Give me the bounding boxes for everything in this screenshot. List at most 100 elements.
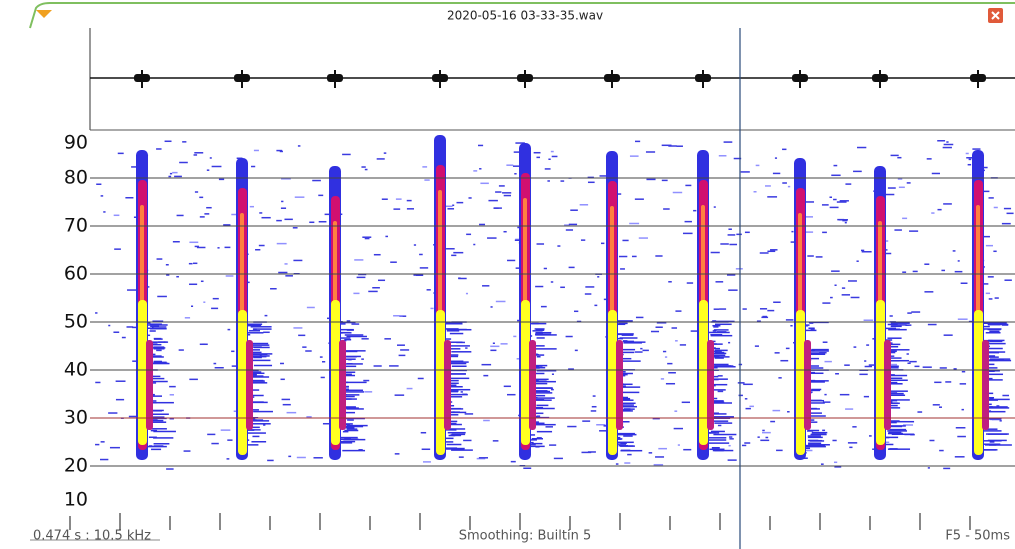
call-echo	[807, 436, 823, 439]
call-echo	[989, 441, 995, 443]
call-echo	[445, 411, 467, 414]
noise	[515, 267, 522, 269]
noise	[481, 363, 492, 366]
call-echo	[620, 449, 643, 452]
noise	[762, 315, 768, 318]
call-echo	[987, 323, 1009, 326]
call-echo	[153, 337, 162, 340]
call-echo	[342, 332, 352, 334]
noise	[199, 216, 205, 218]
call-echo	[253, 346, 270, 349]
noise	[774, 157, 778, 159]
noise	[738, 394, 743, 397]
noise	[482, 285, 490, 287]
noise	[473, 243, 476, 246]
noise	[863, 319, 874, 321]
noise	[580, 239, 586, 241]
noise	[917, 411, 923, 413]
call-echo	[986, 418, 1002, 420]
call-echo	[447, 382, 459, 385]
call-echo	[533, 392, 553, 394]
noise	[849, 446, 853, 449]
noise	[430, 307, 434, 310]
waveform-blob	[695, 74, 711, 82]
noise	[169, 385, 176, 388]
call-echo	[534, 348, 557, 350]
call-echo	[987, 328, 1001, 331]
noise	[673, 427, 683, 430]
call-echo	[708, 439, 727, 441]
noise	[929, 439, 935, 442]
call-echo	[811, 431, 828, 434]
call-echo	[811, 380, 829, 382]
noise	[207, 433, 216, 436]
call-echo	[617, 357, 632, 360]
call-echo	[805, 412, 822, 414]
cursor-readout: 0.474 s : 10.5 kHz	[33, 529, 151, 544]
noise	[540, 305, 547, 308]
noise	[655, 326, 663, 328]
noise	[741, 444, 747, 447]
call-echo	[446, 328, 467, 331]
call-core	[521, 300, 530, 445]
call-echo	[808, 444, 830, 446]
noise	[225, 275, 234, 277]
noise	[772, 172, 781, 175]
noise	[172, 240, 180, 243]
noise	[255, 249, 261, 251]
call-echo	[707, 432, 720, 434]
call-echo	[531, 442, 543, 445]
y-tick-label: 70	[64, 215, 88, 237]
call-echo	[886, 425, 903, 428]
noise	[629, 155, 639, 157]
call-tail	[339, 340, 346, 430]
noise	[209, 157, 212, 159]
waveform-blob	[517, 74, 533, 82]
call-echo	[622, 371, 626, 373]
call-echo	[887, 407, 901, 409]
noise	[363, 379, 370, 382]
noise	[565, 229, 574, 231]
call-echo	[809, 353, 818, 355]
call-echo	[710, 356, 730, 358]
call-echo	[987, 347, 1003, 350]
call-echo	[888, 343, 901, 346]
call-echo	[148, 362, 170, 365]
call-echo	[442, 338, 452, 340]
noise	[490, 306, 493, 308]
call-echo	[989, 358, 1011, 360]
call-echo	[535, 328, 543, 331]
call-echo	[531, 366, 546, 369]
noise	[782, 148, 787, 151]
noise	[582, 420, 591, 422]
noise	[281, 178, 291, 180]
noise	[653, 463, 664, 466]
noise	[373, 365, 382, 367]
call-echo	[153, 443, 170, 445]
noise	[463, 439, 472, 442]
noise	[1001, 222, 1011, 225]
noise	[996, 405, 1000, 407]
call-echo	[150, 416, 165, 418]
call-echo	[451, 433, 466, 436]
call-echo	[337, 321, 356, 324]
call-echo	[152, 343, 162, 346]
call-echo	[445, 360, 464, 363]
call-echo	[343, 438, 366, 441]
noise	[381, 198, 388, 200]
noise	[717, 375, 723, 377]
noise	[914, 365, 920, 368]
call-echo	[253, 410, 273, 413]
call-echo	[810, 365, 819, 367]
call-echo	[803, 329, 817, 332]
call-echo	[153, 346, 165, 348]
call-echo	[245, 353, 268, 356]
noise	[263, 331, 270, 334]
call-tail	[804, 340, 811, 430]
call-echo	[536, 337, 545, 339]
noise	[276, 149, 283, 152]
noise	[909, 230, 919, 232]
noise	[227, 439, 233, 441]
noise	[755, 164, 760, 167]
noise	[194, 245, 199, 248]
